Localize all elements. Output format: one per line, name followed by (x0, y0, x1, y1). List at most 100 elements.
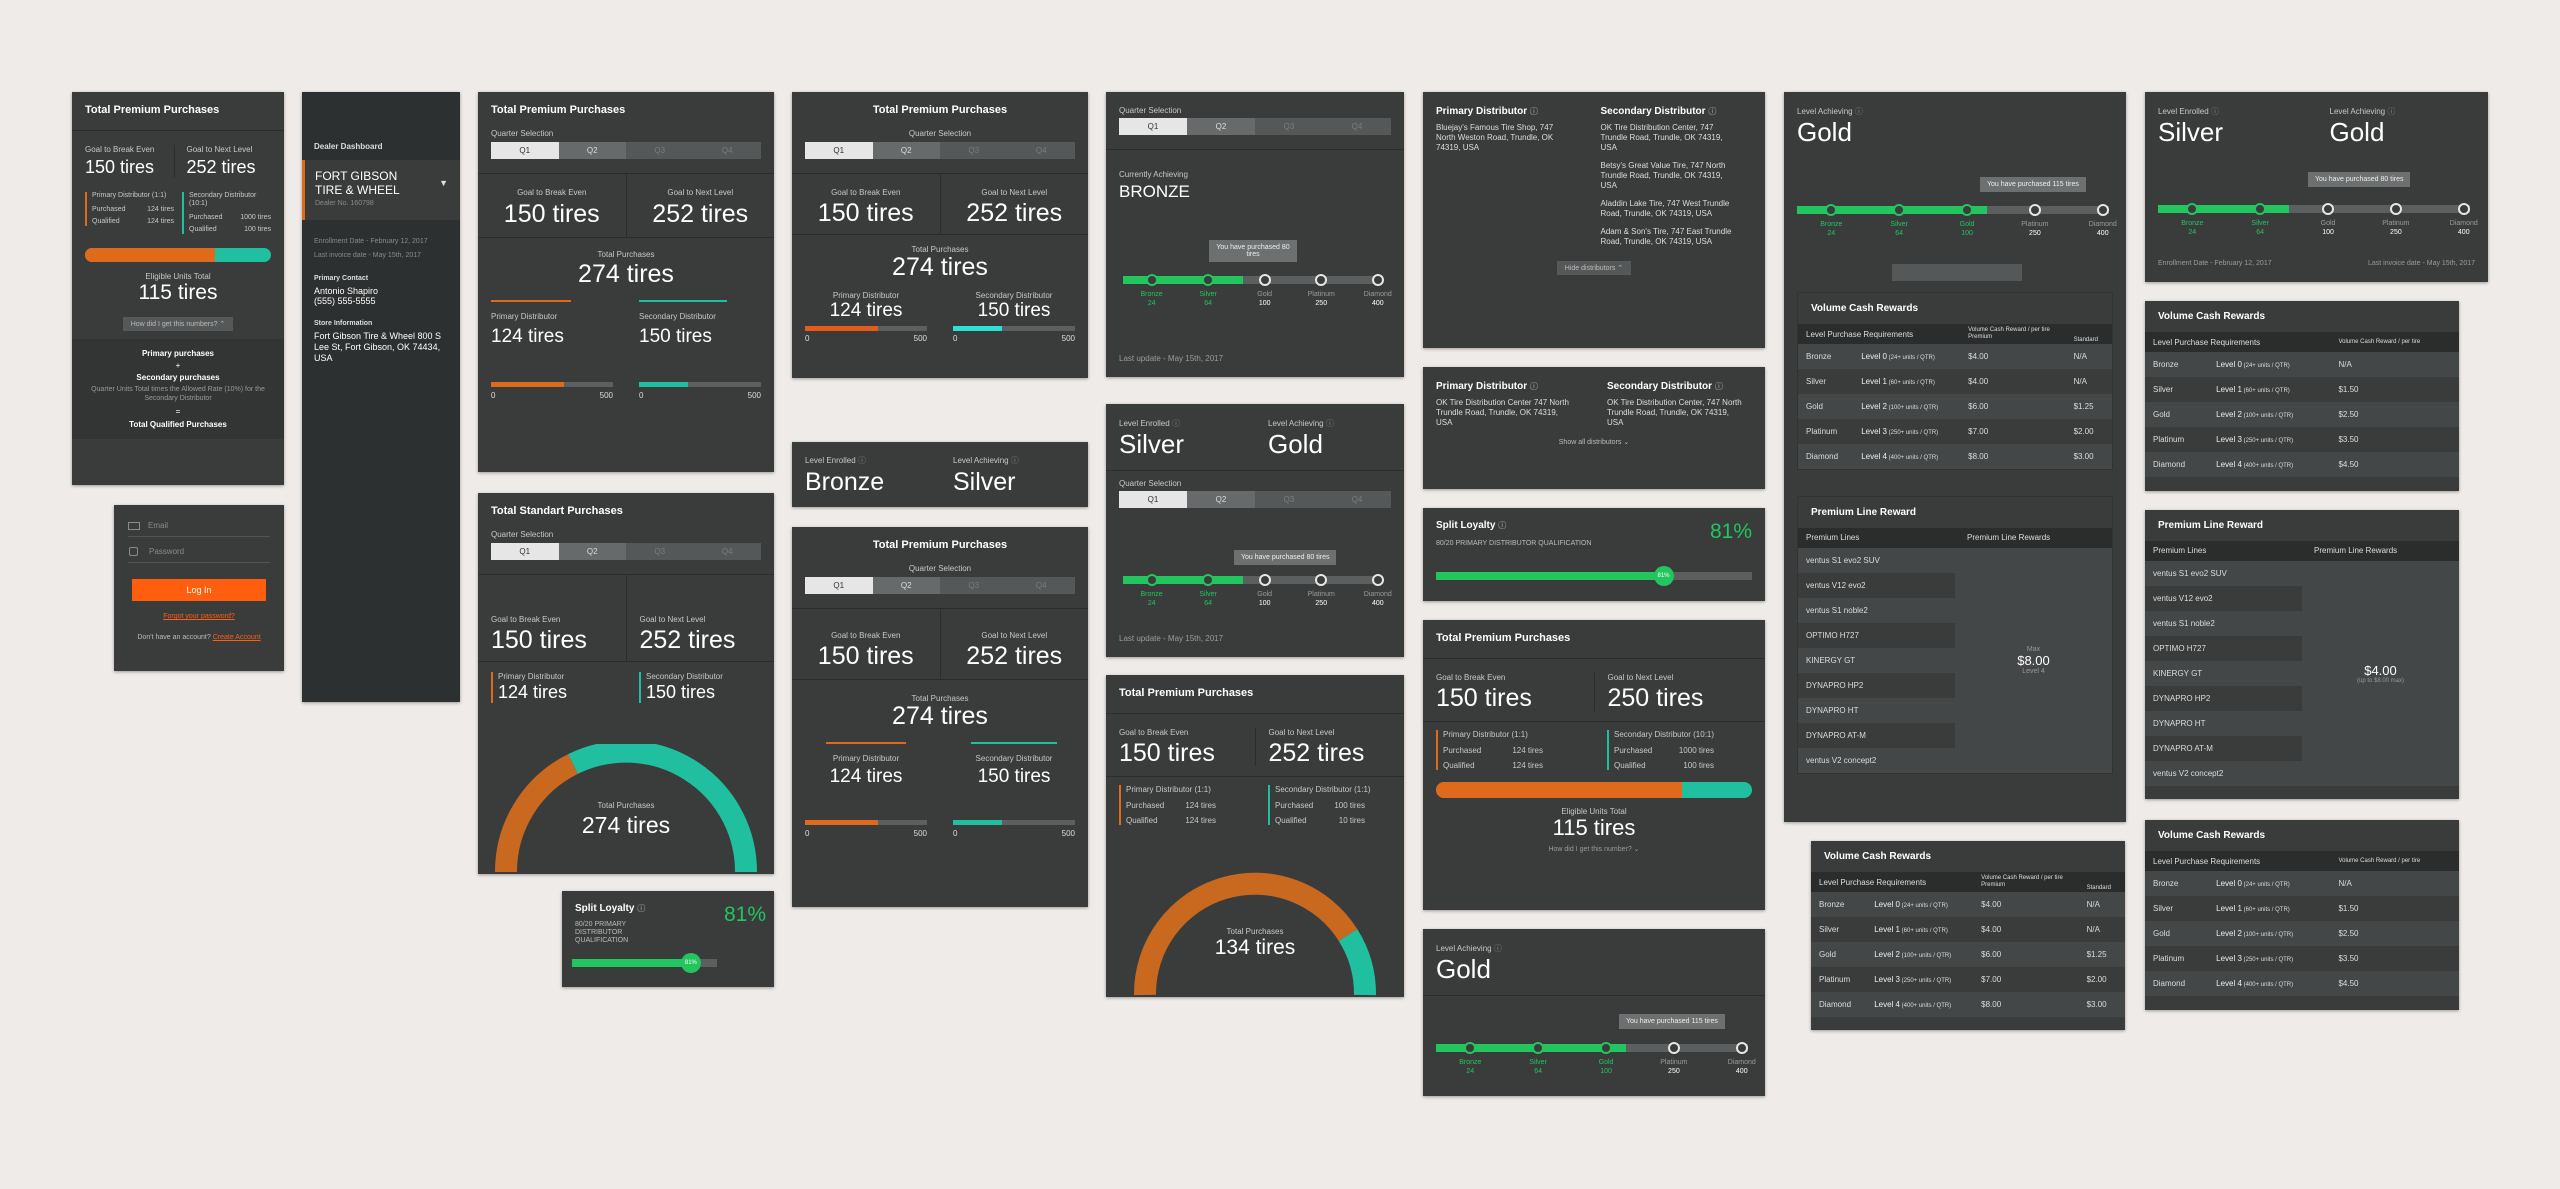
label: Purchased (92, 206, 126, 213)
tier-requirement: Level 3 (250+ units / QTR) (1853, 419, 1961, 444)
level-node-label: Diamond 400 (2449, 220, 2478, 236)
create-account-link[interactable]: Create Account (212, 634, 261, 641)
tab-q2[interactable]: Q2 (1187, 491, 1255, 508)
label: 0 (805, 333, 810, 343)
table-row: Bronze Level 0 (24+ units / QTR) N/A (2145, 352, 2459, 377)
info-icon: ⓘ (637, 904, 646, 913)
label: Secondary Distributor (646, 672, 723, 682)
tab-q2[interactable]: Q2 (1187, 118, 1255, 135)
tab-q1[interactable]: Q1 (805, 142, 873, 159)
reward-standard: $3.00 (2078, 992, 2125, 1017)
primary-address: Bluejay's Famous Tire Shop, 747 North We… (1436, 123, 1554, 152)
tab-q3[interactable]: Q3 (968, 146, 980, 155)
reward-premium: N/A (2330, 352, 2459, 377)
tab-q4[interactable]: Q4 (1351, 122, 1363, 131)
tab-q2[interactable]: Q2 (872, 577, 940, 594)
premium-eligible-card: Total Premium Purchases Goal to Break Ev… (1423, 620, 1765, 910)
volume-rewards-table: Level Purchase Requirements Volume Cash R… (2145, 851, 2459, 996)
tier-requirement: Level 4 (400+ units / QTR) (1853, 444, 1961, 469)
tab-q1[interactable]: Q1 (1119, 118, 1187, 135)
value: 124 tires (491, 325, 564, 347)
info-icon: ⓘ (1529, 382, 1538, 391)
label: Secondary Distributor (1607, 381, 1713, 392)
how-numbers-toggle[interactable]: How did I get this number? ⌄ (1548, 846, 1640, 854)
level-node (1202, 274, 1215, 286)
volume-rewards-table: Level Purchase Requirements Volume Cash R… (1798, 324, 2112, 469)
reward-standard: N/A (2065, 369, 2112, 394)
tab-q2[interactable]: Q2 (558, 543, 626, 560)
label: Max (2026, 646, 2041, 653)
premium-line-reward-card: Premium Line Reward Premium Lines Premium… (2145, 510, 2459, 799)
label: 500 (1061, 333, 1075, 343)
label: Purchased (1614, 746, 1653, 756)
list-item: ventus S1 noble2 (1798, 598, 1955, 623)
distributors-card-collapsed: Primary Distributor ⓘ OK Tire Distributio… (1423, 367, 1765, 489)
percentage: 81% (1709, 520, 1752, 543)
level-node (2028, 204, 2041, 216)
tab-q1[interactable]: Q1 (491, 142, 559, 159)
tab-q2[interactable]: Q2 (872, 142, 940, 159)
info-icon: ⓘ (1529, 107, 1538, 116)
reward-premium: $1.50 (2330, 896, 2459, 921)
tab-q3[interactable]: Q3 (968, 581, 980, 590)
value: 100 tires (1683, 761, 1714, 771)
sidebar-header: Dealer Dashboard (314, 142, 383, 151)
reward-standard: N/A (2078, 892, 2125, 917)
table-row: Platinum Level 3 (250+ units / QTR) $7.00 $… (1811, 967, 2125, 992)
tab-q4[interactable]: Q4 (721, 547, 733, 556)
tier-requirement: Level 1 (60+ units / QTR) (1853, 369, 1961, 394)
tab-q4[interactable]: Q4 (1035, 146, 1047, 155)
tab-q1[interactable]: Q1 (805, 577, 873, 594)
value: 100 tires (1334, 801, 1365, 811)
loyalty-knob: 81% (680, 953, 701, 973)
eligible-total: 115 tires (1552, 815, 1636, 841)
label: Goal to Next Level (667, 188, 734, 197)
list-item: DYNAPRO AT-M (1798, 723, 1955, 748)
email-field[interactable]: Email (128, 515, 270, 537)
how-numbers-toggle[interactable]: How did I get this numbers? ⌃ (122, 317, 234, 331)
tab-q3[interactable]: Q3 (1283, 122, 1295, 131)
tab-q3[interactable]: Q3 (1283, 495, 1295, 504)
level-node-label: Platinum 250 (1307, 591, 1335, 607)
level-node-label: Diamond 400 (1363, 591, 1392, 607)
tab-q4[interactable]: Q4 (1351, 495, 1363, 504)
label: Qualified (1126, 816, 1158, 826)
purchase-tooltip: You have purchased 80 tires (1234, 550, 1337, 565)
level-node (1145, 274, 1158, 286)
tab-q3[interactable]: Q3 (654, 146, 666, 155)
distributors-card-expanded: Primary Distributor ⓘ Bluejay's Famous Ti… (1423, 92, 1765, 348)
tier-name: Diamond (2145, 971, 2209, 996)
label: Secondary Distributor (639, 311, 716, 321)
tier-requirement: Level 1 (60+ units / QTR) (2208, 896, 2331, 921)
login-button[interactable]: Log In (132, 579, 266, 601)
label: + (175, 361, 181, 370)
forgot-password-link[interactable]: Forgot your password? (163, 613, 235, 620)
value: 150 tires (1119, 739, 1215, 767)
tab-q3[interactable]: Q3 (654, 547, 666, 556)
tab-q4[interactable]: Q4 (721, 146, 733, 155)
table-row: Bronze Level 0 (24+ units / QTR) $4.00 N/A (1798, 344, 2112, 369)
value: 274 tires (581, 812, 671, 838)
column-header: Standard (2065, 324, 2112, 344)
label: Level 4 (2022, 668, 2045, 675)
tab-q4[interactable]: Q4 (1035, 581, 1047, 590)
level-node (2322, 203, 2335, 215)
label: Purchased (1275, 801, 1314, 811)
value: 124 tires (1512, 746, 1543, 756)
show-distributors-button[interactable]: Show all distributors ⌄ (1558, 439, 1630, 446)
list-item: ventus S1 evo2 SUV (2145, 561, 2302, 586)
tab-q1[interactable]: Q1 (491, 543, 559, 560)
password-field[interactable]: Password (128, 541, 270, 563)
info-icon: ⓘ (1708, 107, 1717, 116)
value: 150 tires (977, 299, 1051, 321)
label: Primary Distributor (491, 311, 558, 321)
table-row: Bronze Level 0 (24+ units / QTR) N/A (2145, 871, 2459, 896)
hide-distributors-button[interactable]: Hide distributors ⌃ (1556, 261, 1632, 275)
tab-q2[interactable]: Q2 (558, 142, 626, 159)
tab-q1[interactable]: Q1 (1119, 491, 1187, 508)
secondary-progress (639, 381, 761, 387)
label: Goal to Next Level (639, 615, 706, 624)
level-enrolled-value: Silver (1119, 429, 1185, 459)
label: Total Purchases (1226, 927, 1284, 936)
dealer-selector[interactable]: FORT GIBSON TIRE & WHEEL Dealer No. 1607… (302, 160, 460, 220)
